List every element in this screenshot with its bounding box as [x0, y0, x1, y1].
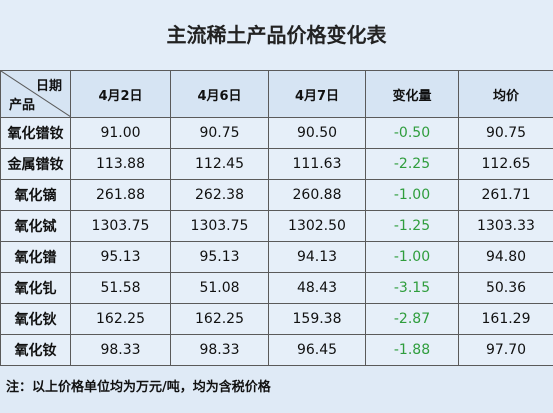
column-header: 4月7日 [268, 70, 366, 118]
product-cell: 氧化铽 [0, 210, 71, 242]
value-cell: 90.75 [170, 117, 269, 149]
column-header: 均价 [458, 70, 553, 118]
value-cell: 112.45 [170, 148, 269, 180]
value-cell: 261.71 [458, 179, 553, 211]
table-row: 氧化铽 1303.75 1303.75 1302.50 -1.25 1303.33 [0, 210, 553, 242]
value-cell: -0.50 [365, 117, 459, 149]
value-cell: -1.88 [365, 334, 459, 366]
value-cell: 51.58 [70, 272, 171, 304]
value-cell: 98.33 [170, 334, 269, 366]
value-cell: 1303.75 [170, 210, 269, 242]
value-cell: 1303.75 [70, 210, 171, 242]
column-header: 4月6日 [170, 70, 269, 118]
value-cell: 50.36 [458, 272, 553, 304]
value-cell: 112.65 [458, 148, 553, 180]
value-cell: 95.13 [70, 241, 171, 273]
table-row: 氧化钆 51.58 51.08 48.43 -3.15 50.36 [0, 272, 553, 304]
table-row: 氧化镨 95.13 95.13 94.13 -1.00 94.80 [0, 241, 553, 273]
table-row: 氧化镨钕 91.00 90.75 90.50 -0.50 90.75 [0, 117, 553, 149]
footnote: 注：以上价格单位均为万元/吨，均为含税价格 [6, 380, 271, 395]
value-cell: -3.15 [365, 272, 459, 304]
table-row: 金属镨钕 113.88 112.45 111.63 -2.25 112.65 [0, 148, 553, 180]
table-row: 氧化镝 261.88 262.38 260.88 -1.00 261.71 [0, 179, 553, 211]
product-cell: 氧化钆 [0, 272, 71, 304]
header-row: 日期 产品 4月2日 4月6日 4月7日 变化量 均价 [0, 70, 553, 118]
column-header: 4月2日 [70, 70, 171, 118]
value-cell: 98.33 [70, 334, 171, 366]
value-cell: 161.29 [458, 303, 553, 335]
value-cell: 162.25 [70, 303, 171, 335]
value-cell: 1302.50 [268, 210, 366, 242]
price-table: 日期 产品 4月2日 4月6日 4月7日 变化量 均价 氧化镨钕 91.00 90.75 90… [0, 70, 553, 366]
value-cell: 90.50 [268, 117, 366, 149]
value-cell: 162.25 [170, 303, 269, 335]
value-cell: 51.08 [170, 272, 269, 304]
table-row: 氧化钕 98.33 98.33 96.45 -1.88 97.70 [0, 334, 553, 366]
value-cell: -1.00 [365, 179, 459, 211]
value-cell: 96.45 [268, 334, 366, 366]
column-header: 变化量 [365, 70, 459, 118]
value-cell: -2.25 [365, 148, 459, 180]
product-cell: 金属镨钕 [0, 148, 71, 180]
value-cell: 48.43 [268, 272, 366, 304]
value-cell: -1.25 [365, 210, 459, 242]
product-cell: 氧化钕 [0, 334, 71, 366]
product-cell: 氧化镨钕 [0, 117, 71, 149]
value-cell: 113.88 [70, 148, 171, 180]
value-cell: 262.38 [170, 179, 269, 211]
value-cell: 90.75 [458, 117, 553, 149]
value-cell: 111.63 [268, 148, 366, 180]
value-cell: 94.80 [458, 241, 553, 273]
diagonal [1, 71, 71, 117]
table-row: 氧化钬 162.25 162.25 159.38 -2.87 161.29 [0, 303, 553, 335]
product-cell: 氧化钬 [0, 303, 71, 335]
corner-bottom: 产品 [9, 98, 36, 113]
value-cell: 260.88 [268, 179, 366, 211]
value-cell: 1303.33 [458, 210, 553, 242]
title: 主流稀土产品价格变化表 [0, 0, 553, 70]
value-cell: 91.00 [70, 117, 171, 149]
product-cell: 氧化镨 [0, 241, 71, 273]
value-cell: 159.38 [268, 303, 366, 335]
value-cell: 95.13 [170, 241, 269, 273]
value-cell: 94.13 [268, 241, 366, 273]
table-body: 氧化镨钕 91.00 90.75 90.50 -0.50 90.75 金属镨钕 113.88 1… [0, 117, 553, 366]
corner-top: 日期 [35, 79, 62, 94]
value-cell: -1.00 [365, 241, 459, 273]
value-cell: 261.88 [70, 179, 171, 211]
corner-cell: 日期 产品 [0, 70, 71, 118]
value-cell: 97.70 [458, 334, 553, 366]
value-cell: -2.87 [365, 303, 459, 335]
product-cell: 氧化镝 [0, 179, 71, 211]
